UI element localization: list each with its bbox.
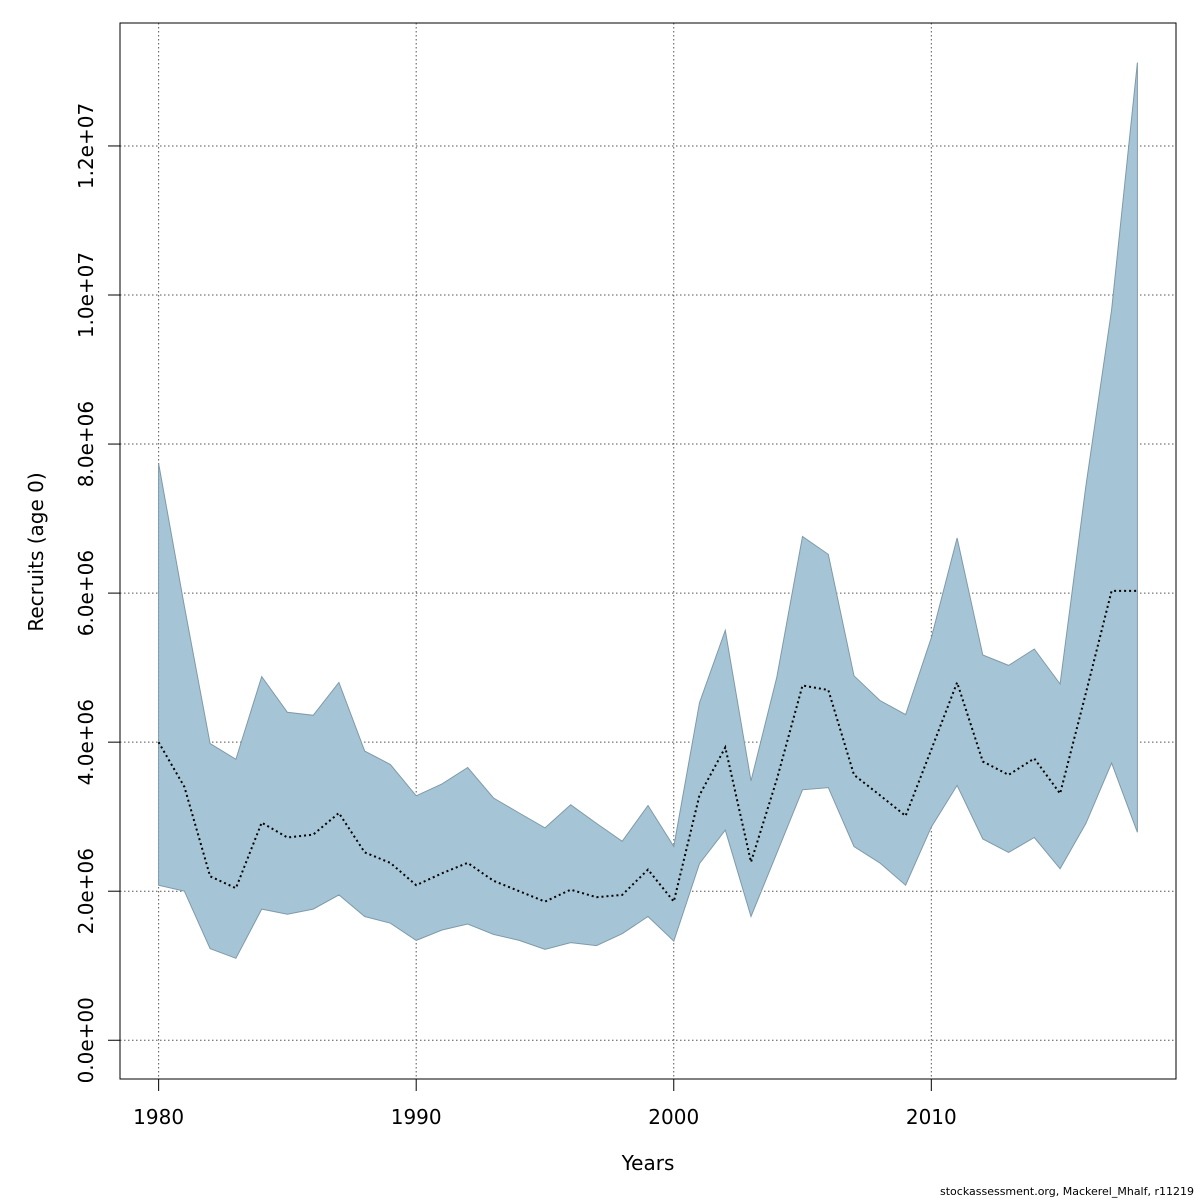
y-axis-title: Recruits (age 0): [24, 472, 48, 631]
y-tick-label: 8.0e+06: [74, 401, 98, 487]
grid-lines: [120, 23, 1176, 1079]
y-tick-label: 4.0e+06: [74, 699, 98, 785]
x-axis-title: Years: [621, 1151, 675, 1175]
plot-frame: [119, 22, 1177, 1080]
footer-credit: stockassessment.org, Mackerel_Mhalf, r11…: [940, 1185, 1194, 1198]
y-tick-label: 1.0e+07: [74, 252, 98, 338]
x-tick-label: 2000: [648, 1105, 699, 1129]
y-axis: 0.0e+00 2.0e+06 4.0e+06 6.0e+06 8.0e+06 1.0e+…: [74, 103, 121, 1083]
x-tick-label: 1990: [391, 1105, 442, 1129]
x-tick-label: 1980: [133, 1105, 184, 1129]
y-tick-label: 1.2e+07: [74, 103, 98, 189]
y-tick-label: 2.0e+06: [74, 848, 98, 934]
y-tick-label: 0.0e+00: [74, 997, 98, 1083]
x-axis: 1980 1990 2000 2010: [133, 1078, 957, 1129]
recruitment-line: [157, 589, 1138, 904]
confidence-band: [158, 62, 1138, 959]
x-tick-label: 2010: [906, 1105, 957, 1129]
y-tick-label: 6.0e+06: [74, 550, 98, 636]
